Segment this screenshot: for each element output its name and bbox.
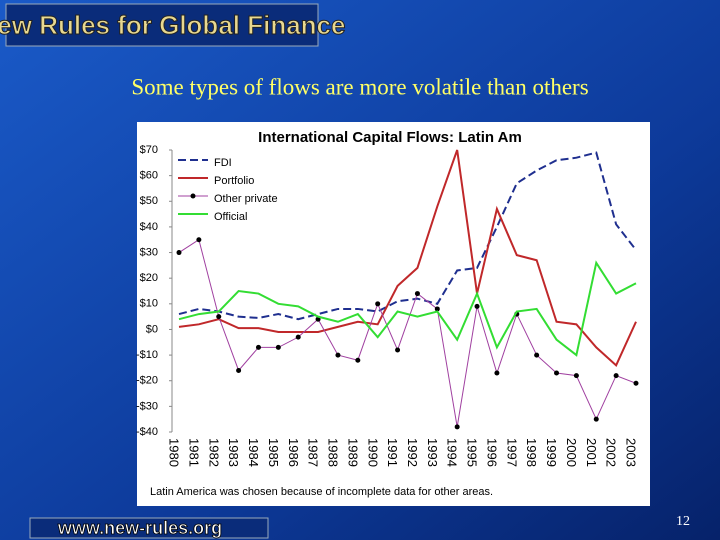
marker: [295, 334, 301, 340]
marker: [534, 352, 540, 358]
marker: [375, 301, 381, 307]
legend-label: Official: [214, 211, 247, 223]
marker: [355, 357, 361, 363]
subtitle: Some types of flows are more volatile th…: [131, 74, 588, 99]
y-tick-label: $10: [140, 298, 158, 310]
marker: [494, 370, 500, 376]
marker: [454, 424, 460, 430]
y-tick-label: $60: [140, 170, 158, 182]
marker: [613, 373, 619, 379]
marker: [255, 344, 261, 350]
x-tick-label: 2001: [584, 438, 599, 467]
caption: Latin America was chosen because of inco…: [150, 486, 493, 498]
x-tick-label: 1990: [365, 438, 380, 467]
footer-box: [29, 517, 269, 539]
x-tick-label: 2002: [604, 438, 619, 467]
marker: [395, 347, 401, 353]
x-tick-label: 1998: [524, 438, 539, 467]
marker: [633, 380, 639, 386]
plot: $70 $60 $50 $40 $30 $20 $10 $0 -$10 -$20 -$30 -$40 1…: [136, 144, 639, 467]
series-line: [178, 238, 637, 427]
y-tick-label: -$10: [136, 349, 158, 361]
marker: [216, 314, 222, 320]
legend-label: FDI: [214, 157, 232, 169]
y-tick-label: $0: [146, 323, 158, 335]
footer-url: www.new-rules.org: [57, 518, 222, 538]
y-tick-label: $50: [140, 195, 158, 207]
marker: [573, 373, 579, 379]
x-tick-label: 2000: [564, 438, 579, 467]
x-tick-label: 1993: [425, 438, 440, 467]
y-tick-label: $40: [140, 221, 158, 233]
x-tick-label: 1989: [345, 438, 360, 467]
x-tick-label: 1980: [167, 438, 182, 467]
y-tick-label: $70: [140, 144, 158, 156]
chart-title: International Capital Flows: Latin Am: [258, 129, 522, 146]
marker: [474, 303, 480, 309]
header: New Rules for Global Finance: [0, 10, 345, 40]
marker: [196, 237, 202, 243]
x-tick-label: 1984: [246, 438, 261, 467]
marker: [176, 250, 182, 256]
x-tick-label: 2003: [624, 438, 639, 467]
marker: [335, 352, 341, 358]
x-tick-label: 1982: [206, 438, 221, 467]
marker: [593, 416, 599, 422]
y-tick-label: -$30: [136, 400, 158, 412]
marker: [275, 344, 281, 350]
x-tick-label: 1987: [306, 438, 321, 467]
series-line: [178, 151, 637, 321]
chart-area: [137, 122, 650, 506]
legend-marker: [190, 193, 196, 199]
x-tick-label: 1994: [445, 438, 460, 467]
y-tick-label: -$40: [136, 426, 158, 438]
x-tick-label: 1983: [226, 438, 241, 467]
legend-label: Other private: [214, 193, 278, 205]
x-tick-label: 1992: [405, 438, 420, 467]
x-tick-label: 1986: [286, 438, 301, 467]
page-number: 12: [676, 514, 690, 529]
marker: [414, 291, 420, 297]
y-tick-label: -$20: [136, 375, 158, 387]
x-tick-label: 1996: [484, 438, 499, 467]
y-tick-label: $20: [140, 272, 158, 284]
x-tick-label: 1999: [544, 438, 559, 467]
x-tick-label: 1997: [504, 438, 519, 467]
series-line: [178, 149, 637, 368]
legend-label: Portfolio: [214, 175, 254, 187]
marker: [554, 370, 560, 376]
x-tick-label: 1995: [465, 438, 480, 467]
x-tick-label: 1985: [266, 438, 281, 467]
series-line: [178, 260, 637, 357]
x-tick-label: 1981: [186, 438, 201, 467]
marker: [434, 306, 440, 312]
header-box: [5, 3, 319, 47]
marker: [236, 367, 242, 373]
y-tick-label: $30: [140, 246, 158, 258]
x-tick-label: 1988: [326, 438, 341, 467]
x-tick-label: 1991: [385, 438, 400, 467]
